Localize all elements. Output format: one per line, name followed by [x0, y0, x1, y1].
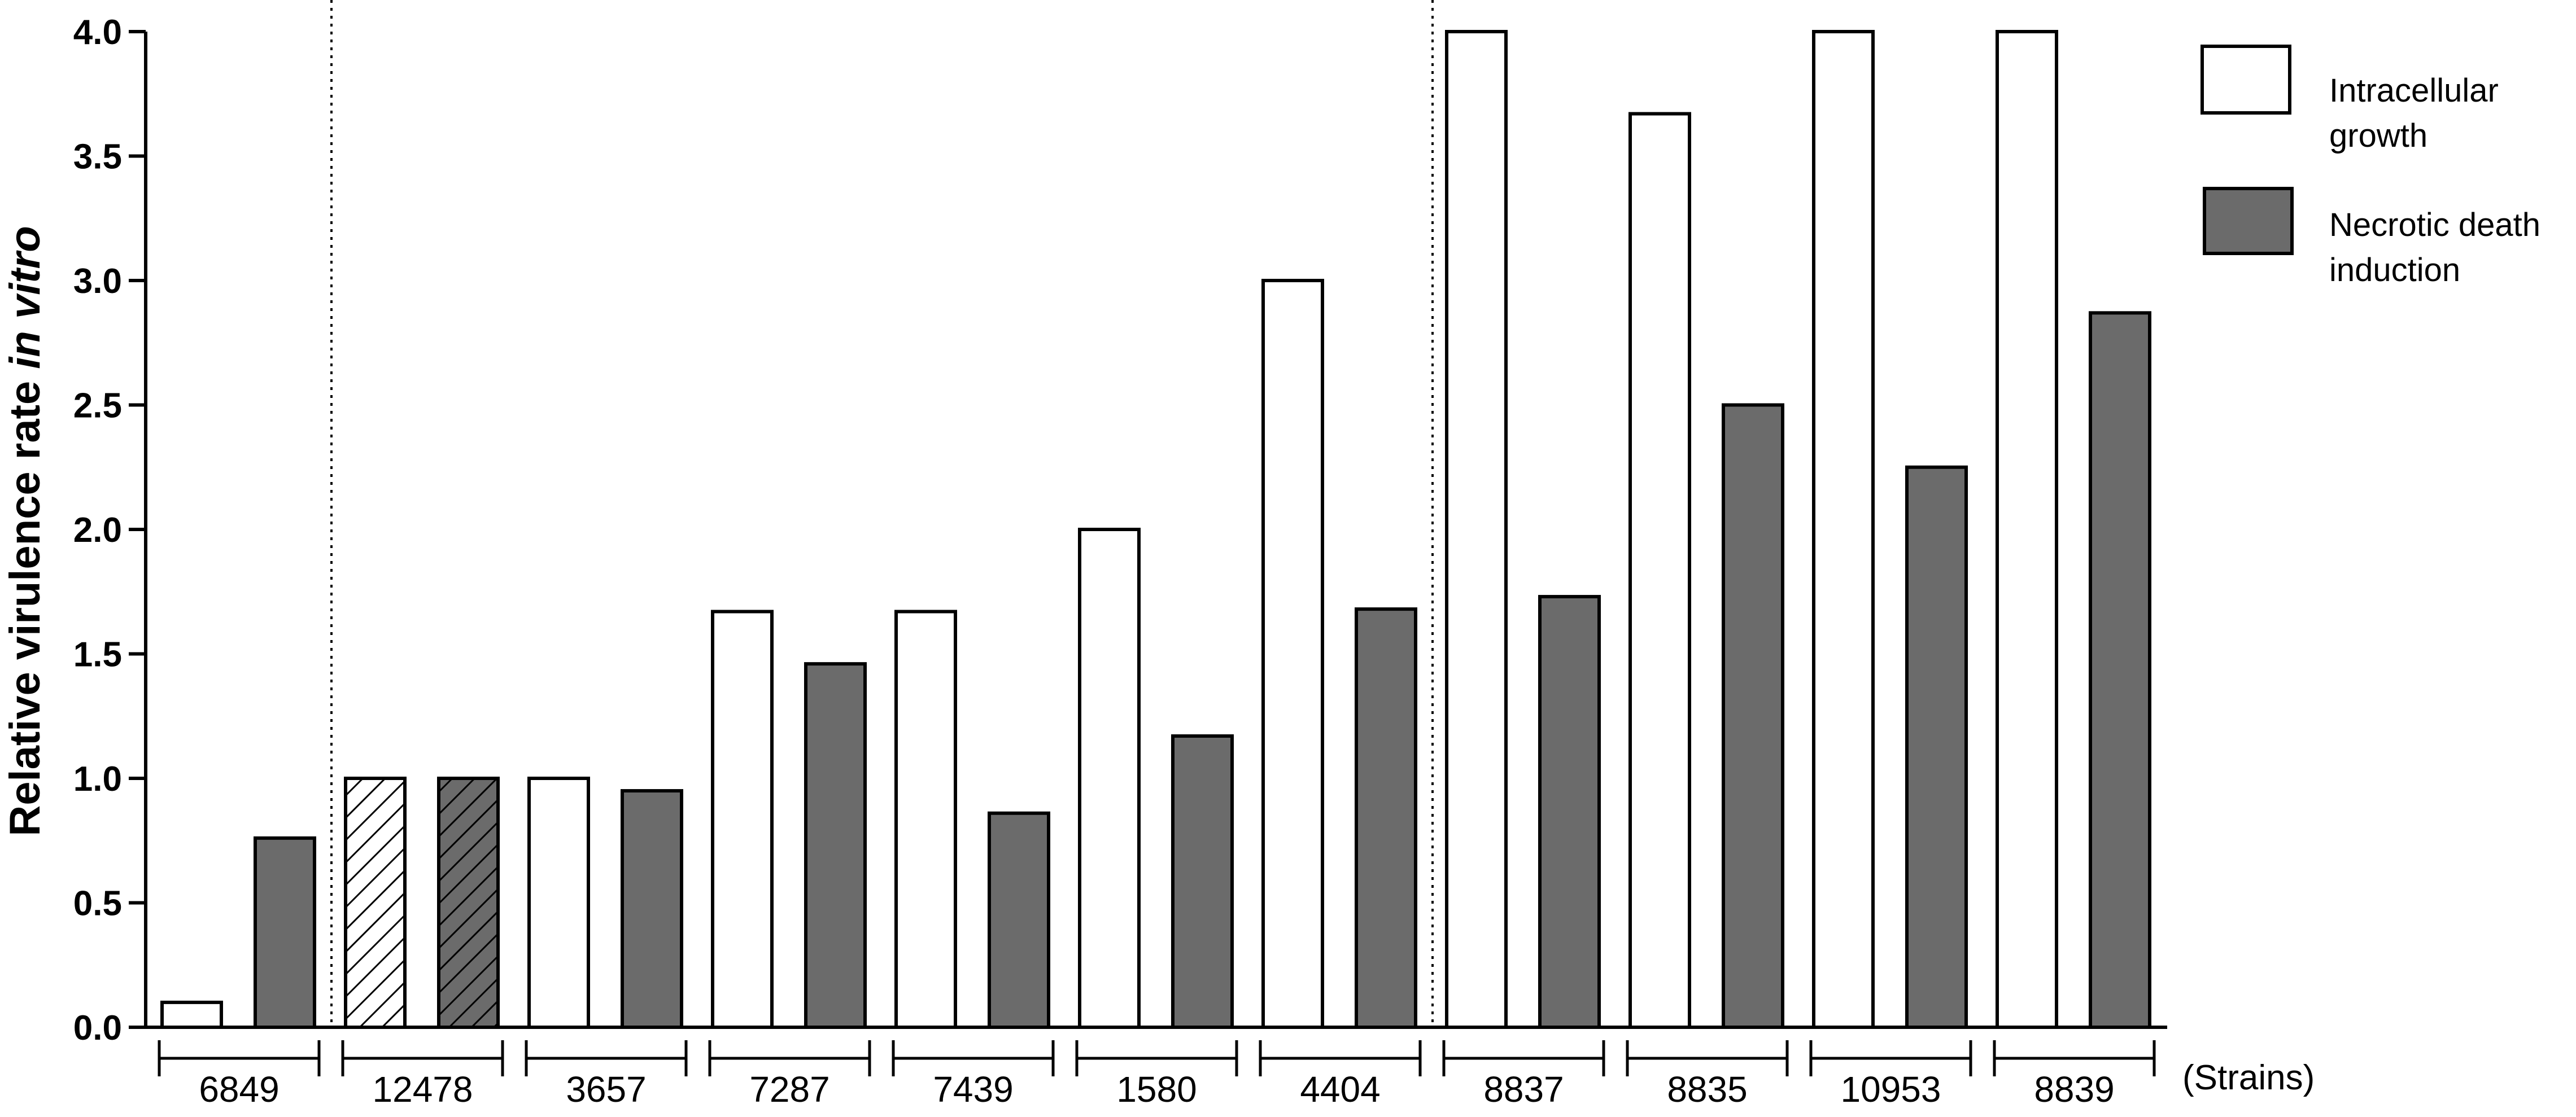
y-axis-title-italic: in vitro	[1, 226, 49, 369]
category-label: 7287	[749, 1069, 829, 1110]
bar-necrotic-death-induction	[1355, 607, 1417, 1029]
legend-line: induction	[2329, 252, 2460, 288]
legend-line: Necrotic death	[2329, 207, 2540, 243]
y-tick-label: 3.0	[73, 262, 122, 301]
bar-intracellular-growth	[1812, 30, 1875, 1029]
legend: Intracellular growth Necrotic death indu…	[2200, 45, 2549, 288]
y-tick-label: 0.0	[73, 1009, 122, 1048]
category-label: 4404	[1300, 1069, 1380, 1110]
bar-necrotic-death-induction	[437, 777, 500, 1029]
category-label: 10953	[1841, 1069, 1941, 1110]
y-tick-label: 1.5	[73, 636, 122, 674]
bar-intracellular-growth	[1445, 30, 1508, 1029]
legend-swatch-intracellular-growth	[2200, 45, 2291, 115]
y-tick-label: 2.5	[73, 387, 122, 426]
bar-intracellular-growth	[894, 610, 957, 1029]
category-label: 7439	[933, 1069, 1013, 1110]
bar-necrotic-death-induction	[804, 662, 867, 1029]
bar-intracellular-growth	[527, 777, 590, 1029]
y-tick-label: 4.0	[73, 13, 122, 52]
legend-label-intracellular-growth: Intracellular growth	[2329, 72, 2508, 154]
bar-necrotic-death-induction	[988, 811, 1050, 1029]
category-label: 6849	[199, 1069, 279, 1110]
bar-necrotic-death-induction	[621, 789, 683, 1030]
category-label: 8839	[2034, 1069, 2114, 1110]
bar-necrotic-death-induction	[2089, 311, 2151, 1030]
bar-intracellular-growth	[1628, 112, 1691, 1029]
legend-line: Intracellular	[2329, 72, 2499, 109]
legend-swatch-necrotic-death-induction	[2203, 187, 2294, 255]
y-tick-label: 3.5	[73, 138, 122, 177]
y-tick-label: 2.0	[73, 511, 122, 550]
legend-label-necrotic-death-induction: Necrotic death induction	[2329, 207, 2549, 288]
bar-intracellular-growth	[1078, 528, 1141, 1029]
bars	[160, 30, 2151, 1030]
bar-intracellular-growth	[1996, 30, 2058, 1029]
category-label: 12478	[373, 1069, 473, 1110]
y-axis-title: Relative virulence rate in vitro	[1, 226, 49, 836]
y-axis-title-main: Relative virulence rate	[1, 369, 49, 836]
bar-intracellular-growth	[344, 777, 407, 1029]
category-labels: 6849 12478 3657 7287 7439 1580 4404 8837 8835 109…	[158, 1040, 2156, 1110]
bar-necrotic-death-induction	[1722, 403, 1784, 1029]
bar-intracellular-growth	[711, 610, 774, 1029]
bar-necrotic-death-induction	[1171, 734, 1234, 1029]
y-tick-label: 0.5	[73, 884, 122, 923]
x-unit-label: (Strains)	[2182, 1058, 2315, 1097]
bar-necrotic-death-induction	[254, 836, 316, 1029]
category-label: 1580	[1116, 1069, 1197, 1110]
y-tick-label: 1.0	[73, 760, 122, 799]
category-label: 3657	[566, 1069, 646, 1110]
category-label: 8837	[1483, 1069, 1564, 1110]
bar-intracellular-growth	[160, 1000, 223, 1030]
bar-intracellular-growth	[1261, 279, 1324, 1029]
bar-necrotic-death-induction	[1905, 465, 1968, 1029]
legend-line: growth	[2329, 117, 2427, 154]
bar-necrotic-death-induction	[1538, 595, 1601, 1029]
category-label: 8835	[1667, 1069, 1747, 1110]
